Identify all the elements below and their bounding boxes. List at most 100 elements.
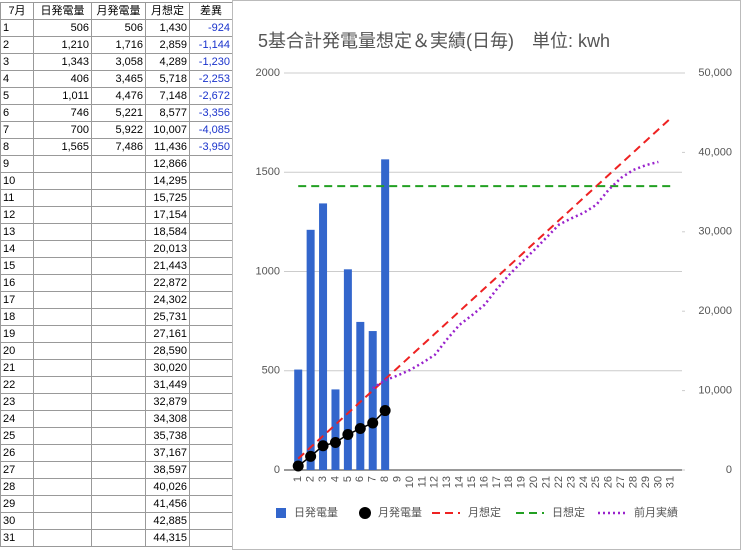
x-tick-label: 6 xyxy=(354,476,366,482)
cell: 27,161 xyxy=(145,325,190,343)
x-tick-label: 20 xyxy=(528,476,540,488)
point xyxy=(305,450,317,462)
row: 18 25,731 xyxy=(0,308,233,326)
row: 9 12,866 xyxy=(0,155,233,173)
cell: 10 xyxy=(0,172,34,190)
cell xyxy=(33,376,92,394)
cell: 21 xyxy=(0,359,34,377)
cell xyxy=(33,189,92,207)
cell: 18,584 xyxy=(145,223,190,241)
cell xyxy=(189,274,233,292)
y2-tick-label: 30,000 xyxy=(698,226,732,238)
x-tick-label: 31 xyxy=(665,476,677,488)
point xyxy=(379,405,391,417)
cell: 14 xyxy=(0,240,34,258)
cell xyxy=(189,291,233,309)
row: 3 1,343 3,058 4,289 -1,230 xyxy=(0,53,233,71)
cell xyxy=(189,206,233,224)
x-tick-label: 7 xyxy=(367,476,379,482)
cell xyxy=(189,308,233,326)
cell xyxy=(189,393,233,411)
header-cell: 日発電量 xyxy=(33,2,92,20)
row: 24 34,308 xyxy=(0,410,233,428)
y2-tick-label: 40,000 xyxy=(698,146,732,158)
cell xyxy=(33,274,92,292)
cell: 42,885 xyxy=(145,512,190,530)
cell: 3,058 xyxy=(91,53,146,71)
cell xyxy=(91,274,146,292)
cell xyxy=(189,427,233,445)
bar xyxy=(294,369,303,470)
cell xyxy=(91,223,146,241)
row: 12 17,154 xyxy=(0,206,233,224)
row: 8 1,565 7,486 11,436 -3,950 xyxy=(0,138,233,156)
row: 4 406 3,465 5,718 -2,253 xyxy=(0,70,233,88)
row: 16 22,872 xyxy=(0,274,233,292)
cell xyxy=(91,410,146,428)
cell xyxy=(33,410,92,428)
cell: 700 xyxy=(33,121,92,139)
cell xyxy=(189,359,233,377)
x-tick-label: 23 xyxy=(565,476,577,488)
cell: 15,725 xyxy=(145,189,190,207)
cell: 28 xyxy=(0,478,34,496)
cell xyxy=(33,393,92,411)
header-row: 7月 日発電量 月発電量 月想定 差異 xyxy=(0,2,233,20)
legend-label: 月想定 xyxy=(468,505,501,519)
x-tick-label: 21 xyxy=(541,476,553,488)
cell: 3,465 xyxy=(91,70,146,88)
point xyxy=(317,440,329,452)
cell: -1,144 xyxy=(189,36,233,54)
cell xyxy=(189,461,233,479)
row: 15 21,443 xyxy=(0,257,233,275)
cell xyxy=(91,206,146,224)
x-tick-label: 29 xyxy=(640,476,652,488)
x-tick-label: 18 xyxy=(503,476,515,488)
x-tick-label: 3 xyxy=(317,476,329,482)
x-tick-label: 28 xyxy=(627,476,639,488)
x-tick-label: 30 xyxy=(652,476,664,488)
legend-label: 前月実績 xyxy=(634,505,678,519)
cell xyxy=(189,189,233,207)
row: 30 42,885 xyxy=(0,512,233,530)
x-tick-label: 14 xyxy=(454,476,466,488)
cell xyxy=(189,478,233,496)
cell: -4,085 xyxy=(189,121,233,139)
cell: 11,436 xyxy=(145,138,190,156)
cell: 1,565 xyxy=(33,138,92,156)
cell: -2,253 xyxy=(189,70,233,88)
cell xyxy=(91,172,146,190)
cell xyxy=(91,529,146,547)
cell: 7 xyxy=(0,121,34,139)
x-tick-label: 8 xyxy=(379,476,391,482)
cell: 506 xyxy=(33,19,92,37)
cell xyxy=(33,495,92,513)
cell: 13 xyxy=(0,223,34,241)
bar xyxy=(381,159,390,470)
row: 1 506 506 1,430 -924 xyxy=(0,19,233,37)
cell: -924 xyxy=(189,19,233,37)
x-tick-label: 12 xyxy=(429,476,441,488)
y2-tick-label: 10,000 xyxy=(698,385,732,397)
cell: 27 xyxy=(0,461,34,479)
cell: 10,007 xyxy=(145,121,190,139)
bar xyxy=(319,203,328,471)
point xyxy=(329,436,341,448)
header-cell: 差異 xyxy=(189,2,233,20)
cell: 30 xyxy=(0,512,34,530)
chart-title: 5基合計発電量想定＆実績(日毎) 単位: kwh xyxy=(258,31,610,51)
legend-label: 日発電量 xyxy=(294,505,338,519)
cell xyxy=(91,257,146,275)
cell: 22 xyxy=(0,376,34,394)
cell: 31 xyxy=(0,529,34,547)
series-line xyxy=(297,117,672,460)
cell xyxy=(91,308,146,326)
cell: 1 xyxy=(0,19,34,37)
cell: 14,295 xyxy=(145,172,190,190)
bar xyxy=(343,269,352,470)
bar xyxy=(368,331,377,470)
cell: 30,020 xyxy=(145,359,190,377)
y2-tick-label: 20,000 xyxy=(698,305,732,317)
cell: 1,011 xyxy=(33,87,92,105)
